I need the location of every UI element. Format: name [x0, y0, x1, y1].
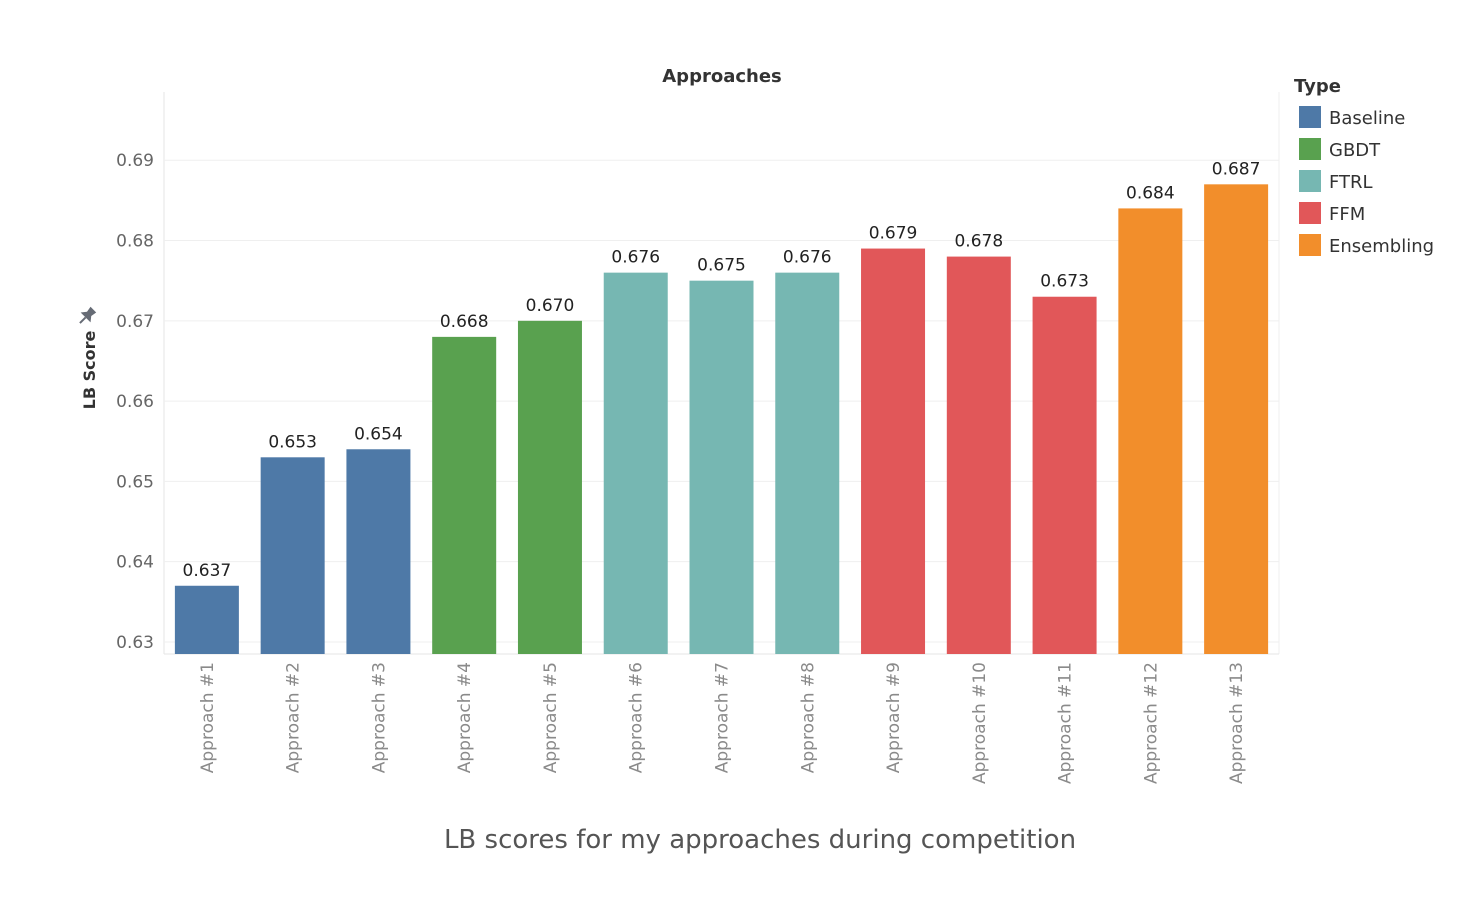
data-label: 0.676 [611, 248, 660, 268]
legend-item[interactable]: FTRL [1299, 170, 1373, 193]
legend-label: FTRL [1329, 172, 1373, 193]
bar[interactable] [1204, 184, 1269, 655]
legend-swatch [1299, 138, 1321, 160]
data-label: 0.653 [268, 432, 317, 452]
bar[interactable] [946, 256, 1011, 654]
bar[interactable] [432, 336, 497, 654]
legend-swatch [1299, 170, 1321, 192]
x-tick-label: Approach #3 [369, 662, 389, 773]
x-tick-label: Approach #2 [284, 662, 304, 773]
y-tick-label: 0.69 [116, 151, 154, 171]
x-tick-label: Approach #9 [884, 662, 904, 773]
y-tick-label: 0.64 [116, 553, 154, 573]
bar[interactable] [861, 248, 926, 655]
legend-swatch [1299, 202, 1321, 224]
x-tick-label: Approach #13 [1227, 662, 1247, 784]
x-tick-label: Approach #7 [713, 662, 733, 773]
x-tick-label: Approach #10 [970, 662, 990, 784]
legend-swatch [1299, 234, 1321, 256]
y-tick-label: 0.66 [116, 392, 154, 412]
legend-swatch [1299, 106, 1321, 128]
bar[interactable] [603, 272, 668, 654]
x-tick-label: Approach #6 [627, 662, 647, 773]
data-label: 0.679 [869, 224, 918, 244]
bar[interactable] [517, 320, 582, 654]
legend: Baseline GBDT FTRL FFM Ensembling [1299, 106, 1434, 257]
bar[interactable] [174, 585, 239, 654]
legend-label: GBDT [1329, 140, 1381, 161]
data-label: 0.676 [783, 248, 832, 268]
legend-label: FFM [1329, 204, 1365, 225]
bar[interactable] [1032, 296, 1097, 654]
chart-title: Approaches [662, 66, 782, 87]
data-label: 0.670 [526, 296, 575, 316]
legend-label: Ensembling [1329, 236, 1434, 257]
legend-item[interactable]: Ensembling [1299, 234, 1434, 257]
category-labels: Approach #1 Approach #2 Approach #3 Approac… [198, 662, 1247, 784]
data-label: 0.675 [697, 256, 746, 276]
data-label: 0.673 [1040, 272, 1089, 292]
data-label: 0.684 [1126, 183, 1175, 203]
legend-item[interactable]: GBDT [1299, 138, 1381, 161]
y-tick-label: 0.67 [116, 312, 154, 332]
legend-item[interactable]: Baseline [1299, 106, 1405, 129]
bar[interactable] [1118, 208, 1183, 654]
x-tick-label: Approach #12 [1141, 662, 1161, 784]
y-axis-ticks: 0.63 0.64 0.65 0.66 0.67 0.68 0.69 [116, 151, 154, 653]
data-label: 0.678 [954, 232, 1003, 252]
y-tick-label: 0.65 [116, 472, 154, 492]
bar[interactable] [260, 457, 325, 654]
data-label: 0.668 [440, 312, 489, 332]
x-tick-label: Approach #11 [1056, 662, 1076, 784]
legend-label: Baseline [1329, 108, 1405, 129]
value-labels: 0.637 0.653 0.654 0.668 0.670 0.676 0.675 0.676… [183, 159, 1261, 580]
x-tick-label: Approach #4 [455, 662, 475, 773]
bar[interactable] [346, 449, 411, 654]
bars [174, 184, 1269, 655]
y-axis-title: LB Score [80, 331, 99, 410]
bar[interactable] [689, 280, 754, 654]
legend-title: Type [1294, 76, 1341, 97]
figure-caption: LB scores for my approaches during compe… [443, 825, 1077, 855]
x-tick-label: Approach #8 [798, 662, 818, 773]
y-tick-label: 0.63 [116, 633, 154, 653]
data-label: 0.637 [183, 561, 232, 581]
chart-canvas: Approaches 0.630.640.650.660.670.680.69 … [75, 66, 1434, 784]
x-tick-label: Approach #1 [198, 662, 218, 773]
data-label: 0.654 [354, 424, 403, 444]
legend-item[interactable]: FFM [1299, 202, 1365, 225]
bar[interactable] [775, 272, 840, 654]
y-tick-label: 0.68 [116, 232, 154, 252]
pin-icon[interactable] [75, 305, 98, 328]
x-tick-label: Approach #5 [541, 662, 561, 773]
data-label: 0.687 [1212, 159, 1261, 179]
